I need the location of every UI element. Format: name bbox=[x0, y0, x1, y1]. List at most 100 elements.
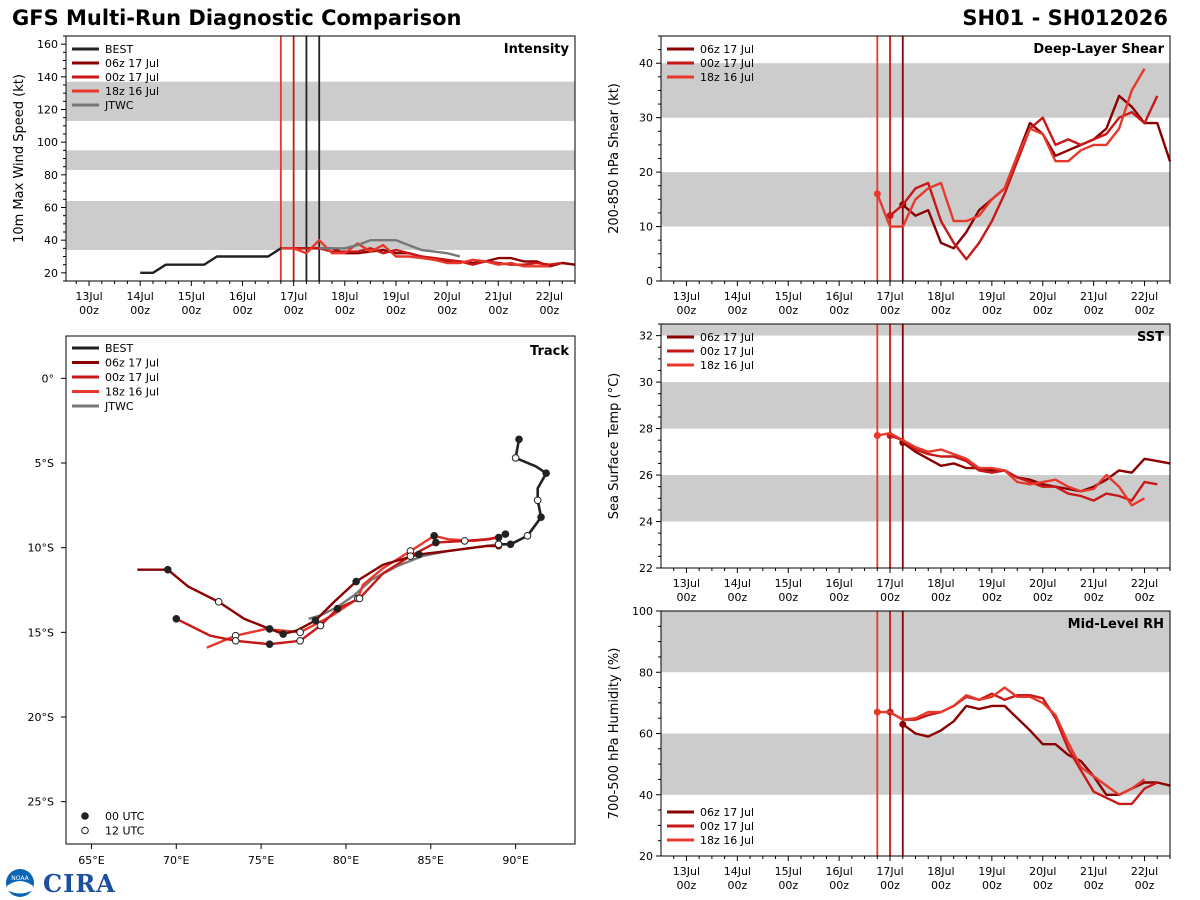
shear-ytick-label: 0 bbox=[646, 275, 653, 288]
shear-ytick-label: 40 bbox=[639, 57, 653, 70]
intensity-ytick-label: 40 bbox=[44, 234, 58, 247]
track-marker-legend-symbol bbox=[81, 826, 89, 835]
track-marker-legend-label: 12 UTC bbox=[105, 825, 145, 838]
rh-ytick-label: 40 bbox=[639, 789, 653, 802]
intensity-legend-label: 18z 16 Jul bbox=[105, 85, 159, 98]
intensity-xtick-sublabel: 00z bbox=[233, 304, 253, 317]
sst-xtick-label: 16Jul bbox=[826, 577, 853, 590]
rh-xtick-sublabel: 00z bbox=[1084, 879, 1104, 892]
shear-xtick-sublabel: 00z bbox=[778, 304, 798, 317]
rh-xtick-label: 19Jul bbox=[978, 865, 1005, 878]
rh-xtick-sublabel: 00z bbox=[982, 879, 1002, 892]
rh-ytick-label: 60 bbox=[639, 728, 653, 741]
sst-xtick-sublabel: 00z bbox=[677, 591, 697, 604]
shear-xtick-label: 22Jul bbox=[1131, 290, 1158, 303]
track-marker-00utc bbox=[415, 550, 423, 559]
sst-ytick-label: 30 bbox=[639, 376, 653, 389]
track-marker-12utc bbox=[214, 598, 223, 606]
track-ytick-label: 10°S bbox=[28, 542, 54, 555]
track-marker-00utc bbox=[542, 469, 550, 477]
track-marker-00utc bbox=[506, 540, 515, 549]
sst-ytick-label: 32 bbox=[639, 330, 653, 343]
track-marker-00utc bbox=[265, 640, 274, 648]
cira-logo-text: CIRA bbox=[43, 869, 116, 898]
rh-ytick-label: 100 bbox=[632, 605, 653, 618]
noaa-badge-text: NOAA bbox=[11, 875, 29, 882]
sst-xtick-label: 21Jul bbox=[1080, 577, 1107, 590]
track-marker-00utc bbox=[432, 538, 440, 547]
intensity-xtick-sublabel: 00z bbox=[130, 304, 150, 317]
track-xtick-label: 90°E bbox=[502, 854, 528, 867]
track-ytick-label: 20°S bbox=[28, 711, 54, 724]
intensity-ytick-label: 80 bbox=[44, 169, 58, 182]
rh-xtick-label: 22Jul bbox=[1131, 865, 1158, 878]
track-marker-12utc bbox=[523, 532, 532, 540]
sst-ylabel: Sea Surface Temp (°C) bbox=[607, 373, 622, 520]
track-marker-12utc bbox=[494, 540, 503, 549]
track-marker-00utc bbox=[311, 616, 320, 625]
track-marker-12utc bbox=[231, 637, 240, 645]
rh-series-00z-17-jul bbox=[889, 692, 1158, 806]
intensity-ytick-label: 100 bbox=[37, 136, 58, 149]
intensity-ylabel: 10m Max Wind Speed (kt) bbox=[12, 74, 27, 243]
sst-legend-label: 06z 17 Jul bbox=[700, 331, 754, 344]
sst-xtick-label: 22Jul bbox=[1131, 577, 1158, 590]
rh-ytick-label: 20 bbox=[639, 850, 653, 863]
intensity-xtick-sublabel: 00z bbox=[488, 304, 508, 317]
shear-xtick-sublabel: 00z bbox=[982, 304, 1002, 317]
sst-band bbox=[661, 382, 1170, 429]
sst-ytick-label: 24 bbox=[639, 516, 653, 529]
rh-start-point bbox=[899, 720, 907, 728]
rh-xtick-label: 20Jul bbox=[1029, 865, 1056, 878]
track-series-00z-17-jul bbox=[175, 536, 499, 646]
rh-series-18z-16-jul bbox=[877, 686, 1146, 796]
intensity-band bbox=[66, 81, 575, 121]
shear-xtick-sublabel: 00z bbox=[727, 304, 747, 317]
track-xtick-label: 75°E bbox=[248, 854, 274, 867]
sst-xtick-sublabel: 00z bbox=[829, 591, 849, 604]
shear-xtick-label: 17Jul bbox=[876, 290, 903, 303]
shear-xtick-label: 16Jul bbox=[826, 290, 853, 303]
sst-xtick-sublabel: 00z bbox=[778, 591, 798, 604]
track-ytick-label: 0° bbox=[42, 372, 55, 385]
shear-ytick-label: 10 bbox=[639, 221, 653, 234]
rh-title: Mid-Level RH bbox=[1068, 617, 1164, 632]
track-marker-00utc bbox=[501, 530, 510, 538]
sst-xtick-label: 14Jul bbox=[724, 577, 751, 590]
intensity-xtick-sublabel: 00z bbox=[335, 304, 355, 317]
rh-xtick-sublabel: 00z bbox=[677, 879, 697, 892]
intensity-xtick-sublabel: 00z bbox=[181, 304, 201, 317]
intensity-legend-label: 06z 17 Jul bbox=[105, 57, 159, 70]
sst-xtick-sublabel: 00z bbox=[1033, 591, 1053, 604]
intensity-band bbox=[66, 150, 575, 170]
intensity-xtick-sublabel: 00z bbox=[437, 304, 457, 317]
shear-series-18z-16-jul bbox=[876, 68, 1146, 228]
intensity-xtick-label: 14Jul bbox=[127, 290, 154, 303]
track-legend-label: 18z 16 Jul bbox=[105, 386, 159, 399]
rh-xtick-label: 17Jul bbox=[876, 865, 903, 878]
track-frame bbox=[65, 335, 576, 845]
sst-xtick-sublabel: 00z bbox=[880, 591, 900, 604]
noaa-logo-icon: NOAA bbox=[6, 869, 34, 897]
intensity-xtick-label: 17Jul bbox=[280, 290, 307, 303]
shear-legend-label: 06z 17 Jul bbox=[700, 43, 754, 56]
track-marker-legend-symbol bbox=[81, 812, 89, 820]
shear-start-point bbox=[886, 212, 894, 220]
sst-xtick-sublabel: 00z bbox=[931, 591, 951, 604]
sst-xtick-sublabel: 00z bbox=[727, 591, 747, 604]
shear-ytick-label: 20 bbox=[639, 166, 653, 179]
shear-xtick-sublabel: 00z bbox=[829, 304, 849, 317]
intensity-legend-label: BEST bbox=[105, 43, 133, 56]
rh-xtick-sublabel: 00z bbox=[829, 879, 849, 892]
sst-legend-label: 18z 16 Jul bbox=[700, 359, 754, 372]
cira-logo: NOAA CIRA bbox=[5, 868, 115, 898]
track-marker-12utc bbox=[406, 552, 415, 560]
intensity-title: Intensity bbox=[504, 42, 570, 57]
track-marker-00utc bbox=[164, 565, 172, 574]
rh-legend-label: 00z 17 Jul bbox=[700, 820, 754, 833]
shear-legend-label: 00z 17 Jul bbox=[700, 57, 754, 70]
intensity-ytick-label: 140 bbox=[37, 71, 58, 84]
